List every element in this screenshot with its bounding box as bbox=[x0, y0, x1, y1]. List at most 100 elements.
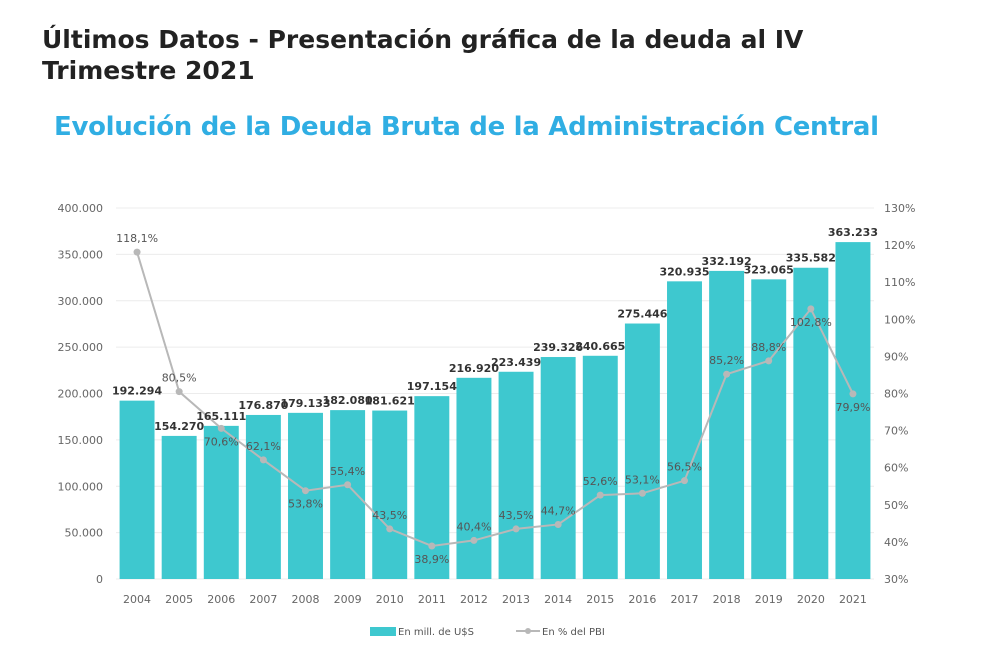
pbi-point bbox=[512, 525, 520, 533]
bar-value-label: 165.111 bbox=[196, 410, 246, 423]
pbi-value-label: 70,6% bbox=[204, 435, 239, 448]
bar-value-label: 179.133 bbox=[280, 397, 330, 410]
x-tick-label: 2009 bbox=[334, 593, 362, 606]
bar-value-label: 240.665 bbox=[575, 340, 625, 353]
x-tick-label: 2016 bbox=[628, 593, 656, 606]
bar bbox=[119, 400, 155, 579]
bar-value-label: 154.270 bbox=[154, 420, 204, 433]
pbi-line bbox=[136, 251, 854, 548]
pbi-point bbox=[259, 456, 267, 464]
x-tick-label: 2014 bbox=[544, 593, 572, 606]
bar bbox=[709, 270, 745, 579]
pbi-value-label: 43,5% bbox=[499, 509, 534, 522]
x-tick-label: 2015 bbox=[586, 593, 614, 606]
x-tick-label: 2018 bbox=[713, 593, 741, 606]
x-tick-label: 2008 bbox=[292, 593, 320, 606]
bar-value-label: 223.439 bbox=[491, 356, 541, 369]
bar-value-label: 181.621 bbox=[365, 395, 415, 408]
pbi-value-label: 53,8% bbox=[288, 498, 323, 511]
pbi-point bbox=[638, 489, 646, 497]
pbi-point bbox=[723, 370, 731, 378]
bar bbox=[456, 377, 492, 579]
x-tick-label: 2004 bbox=[123, 593, 151, 606]
bar-value-label: 197.154 bbox=[407, 380, 457, 393]
bar bbox=[624, 323, 660, 579]
y-right-tick-label: 110% bbox=[884, 276, 915, 289]
y-right-tick-label: 30% bbox=[884, 573, 908, 586]
legend-bar-swatch bbox=[370, 627, 396, 636]
x-tick-label: 2011 bbox=[418, 593, 446, 606]
pbi-value-label: 85,2% bbox=[709, 354, 744, 367]
legend-line-marker bbox=[525, 628, 531, 634]
pbi-point bbox=[681, 477, 688, 485]
x-tick-label: 2007 bbox=[249, 593, 277, 606]
x-tick-label: 2020 bbox=[797, 593, 825, 606]
y-left-tick-label: 0 bbox=[96, 573, 103, 586]
y-right-tick-label: 130% bbox=[884, 202, 915, 215]
x-tick-label: 2010 bbox=[376, 593, 404, 606]
x-tick-label: 2012 bbox=[460, 593, 488, 606]
legend-bar-label: En mill. de U$S bbox=[398, 627, 474, 638]
pbi-value-label: 52,6% bbox=[583, 475, 618, 488]
x-tick-label: 2005 bbox=[165, 593, 193, 606]
pbi-point bbox=[428, 542, 436, 550]
pbi-value-label: 55,4% bbox=[330, 465, 365, 478]
bar bbox=[288, 412, 323, 579]
bar-value-label: 332.192 bbox=[702, 255, 752, 268]
bar-value-label: 239.326 bbox=[533, 341, 583, 354]
x-tick-label: 2021 bbox=[839, 593, 867, 606]
bar bbox=[667, 281, 702, 579]
bar-value-label: 335.582 bbox=[786, 252, 836, 265]
bar bbox=[161, 435, 197, 579]
bar bbox=[540, 357, 576, 579]
bar bbox=[372, 410, 408, 579]
page-title: Últimos Datos - Presentación gráfica de … bbox=[42, 25, 804, 85]
y-left-tick-label: 150.000 bbox=[58, 434, 104, 447]
bar-value-label: 275.446 bbox=[617, 308, 667, 321]
pbi-value-label: 102,8% bbox=[790, 316, 832, 329]
y-right-tick-label: 90% bbox=[884, 350, 908, 363]
x-tick-label: 2006 bbox=[207, 593, 235, 606]
y-left-tick-label: 50.000 bbox=[65, 527, 104, 540]
bar-value-label: 216.920 bbox=[449, 362, 499, 375]
pbi-point bbox=[765, 357, 773, 365]
pbi-value-label: 79,9% bbox=[835, 401, 870, 414]
pbi-value-label: 44,7% bbox=[541, 504, 576, 517]
pbi-point bbox=[386, 525, 394, 533]
pbi-value-label: 62,1% bbox=[246, 440, 281, 453]
y-right-tick-label: 120% bbox=[884, 239, 915, 252]
pbi-point bbox=[807, 305, 815, 313]
bar-value-label: 363.233 bbox=[828, 226, 878, 239]
bar bbox=[245, 414, 281, 579]
bar bbox=[203, 425, 239, 579]
y-left-tick-label: 250.000 bbox=[58, 341, 104, 354]
pbi-value-label: 88,8% bbox=[751, 341, 786, 354]
y-right-tick-label: 50% bbox=[884, 499, 908, 512]
pbi-point bbox=[344, 481, 352, 489]
y-right-tick-label: 60% bbox=[884, 462, 908, 475]
chart-title: Evolución de la Deuda Bruta de la Admini… bbox=[54, 112, 879, 142]
pbi-point bbox=[175, 388, 183, 396]
y-left-tick-label: 200.000 bbox=[58, 388, 104, 401]
bar-value-label: 323.065 bbox=[744, 263, 794, 276]
bar bbox=[414, 396, 450, 579]
pbi-value-label: 118,1% bbox=[116, 232, 158, 245]
bar bbox=[751, 279, 787, 579]
pbi-value-label: 53,1% bbox=[625, 473, 660, 486]
y-left-tick-label: 100.000 bbox=[58, 480, 104, 493]
pbi-point bbox=[470, 536, 478, 544]
y-right-tick-label: 40% bbox=[884, 536, 908, 549]
x-tick-label: 2017 bbox=[671, 593, 699, 606]
bar-value-label: 182.080 bbox=[323, 394, 373, 407]
y-left-tick-label: 350.000 bbox=[58, 248, 104, 261]
bar bbox=[330, 410, 366, 579]
pbi-value-label: 56,5% bbox=[667, 461, 702, 474]
bar bbox=[793, 267, 829, 579]
x-tick-label: 2013 bbox=[502, 593, 530, 606]
y-right-tick-label: 100% bbox=[884, 313, 915, 326]
legend-line-label: En % del PBI bbox=[542, 627, 605, 638]
pbi-point bbox=[217, 424, 225, 432]
pbi-value-label: 43,5% bbox=[372, 509, 407, 522]
bar-value-label: 176.870 bbox=[238, 399, 288, 412]
